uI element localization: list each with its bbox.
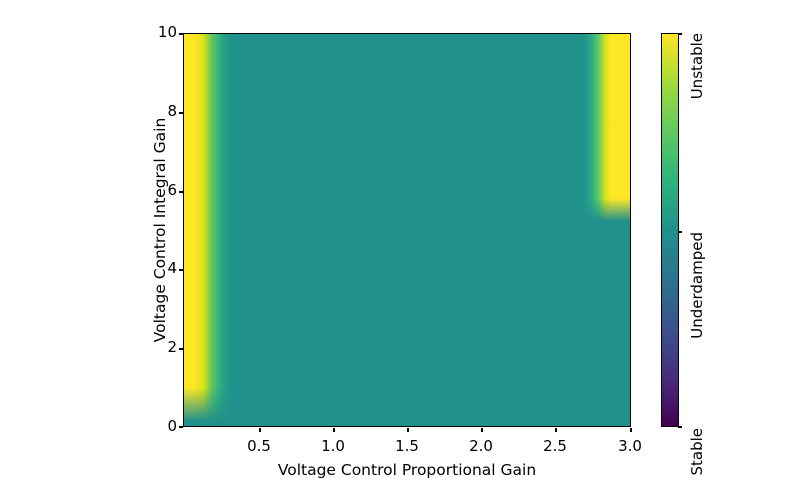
colorbar-tick-mark (678, 231, 682, 233)
x-tick-label: 3.0 (618, 437, 642, 455)
y-tick-label: 8 (167, 102, 177, 120)
colorbar-label-text: Unstable (688, 33, 706, 100)
y-tick-mark (179, 269, 183, 271)
heatmap-plot (183, 33, 631, 427)
x-tick-label: 1.0 (321, 437, 345, 455)
colorbar-label-text: Stable (688, 428, 706, 476)
colorbar-tick-mark (678, 426, 682, 428)
x-tick-label: 0.5 (247, 437, 271, 455)
y-tick-label: 2 (167, 338, 177, 356)
colorbar-label-text: Underdamped (688, 232, 706, 339)
y-axis-label-text: Voltage Control Integral Gain (151, 117, 169, 343)
x-tick-mark (481, 428, 483, 432)
heatmap-underdamped-field (183, 33, 631, 427)
heatmap-image (183, 33, 631, 427)
y-tick-label: 0 (167, 417, 177, 435)
y-tick-label: 4 (167, 259, 177, 277)
y-tick-mark (179, 112, 183, 114)
y-tick-label: 10 (157, 23, 177, 41)
x-tick-mark (333, 428, 335, 432)
y-tick-label: 6 (167, 181, 177, 199)
y-tick-mark (179, 348, 183, 350)
x-tick-label: 1.5 (395, 437, 419, 455)
colorbar-tick-mark (678, 33, 682, 35)
x-tick-label: 2.5 (543, 437, 567, 455)
x-axis-label: Voltage Control Proportional Gain (277, 461, 537, 479)
y-tick-mark (179, 33, 183, 35)
heatmap-right-unstable-patch (583, 33, 631, 221)
y-tick-mark (179, 426, 183, 428)
x-tick-mark (555, 428, 557, 432)
x-tick-label: 2.0 (469, 437, 493, 455)
x-tick-mark (407, 428, 409, 432)
heatmap-left-unstable-band (183, 33, 245, 427)
x-tick-mark (259, 428, 261, 432)
x-tick-mark (630, 428, 632, 432)
y-tick-mark (179, 191, 183, 193)
colorbar (661, 33, 679, 427)
